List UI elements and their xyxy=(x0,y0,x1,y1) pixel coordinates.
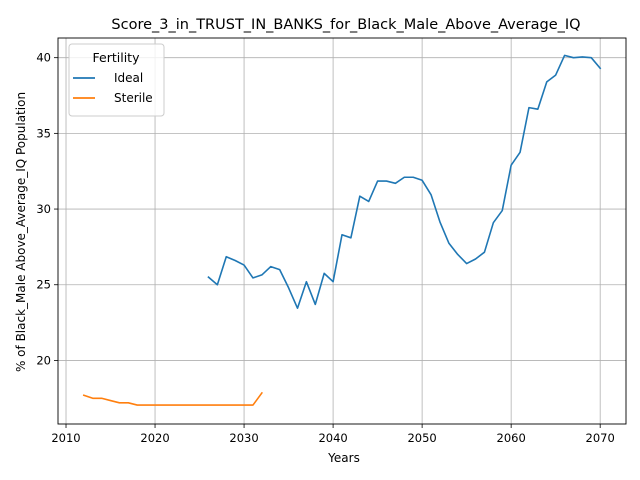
chart-title: Score_3_in_TRUST_IN_BANKS_for_Black_Male… xyxy=(111,17,580,33)
plot-area-frame xyxy=(57,37,627,425)
x-tick-label: 2010 xyxy=(51,431,80,445)
y-tick-label: 20 xyxy=(36,353,51,367)
legend-label-sterile: Sterile xyxy=(114,91,153,105)
y-tick-label: 30 xyxy=(36,202,51,216)
legend-label-ideal: Ideal xyxy=(114,71,143,85)
x-tick-label: 2020 xyxy=(140,431,169,445)
x-tick-label: 2050 xyxy=(407,431,436,445)
gridlines xyxy=(58,38,626,424)
x-axis-label: Years xyxy=(327,451,360,465)
legend: Fertility Ideal Sterile xyxy=(68,43,165,117)
y-tick-label: 40 xyxy=(36,51,51,65)
y-tick-label: 35 xyxy=(36,126,51,140)
y-axis-label: % of Black_Male Above_Average_IQ Populat… xyxy=(14,92,28,372)
x-tick-label: 2060 xyxy=(497,431,526,445)
x-tick-label: 2040 xyxy=(318,431,347,445)
x-tick-label: 2030 xyxy=(229,431,258,445)
legend-title: Fertility xyxy=(93,50,141,65)
y-tick-label: 25 xyxy=(36,278,51,292)
series-lines xyxy=(82,54,602,406)
x-tick-label: 2070 xyxy=(586,431,615,445)
series-line-ideal xyxy=(207,54,602,310)
axis-ticks: 2010 2020 2030 2040 2050 2060 2070 20 25 30 35 40 xyxy=(36,51,614,445)
series-line-sterile xyxy=(82,391,263,406)
